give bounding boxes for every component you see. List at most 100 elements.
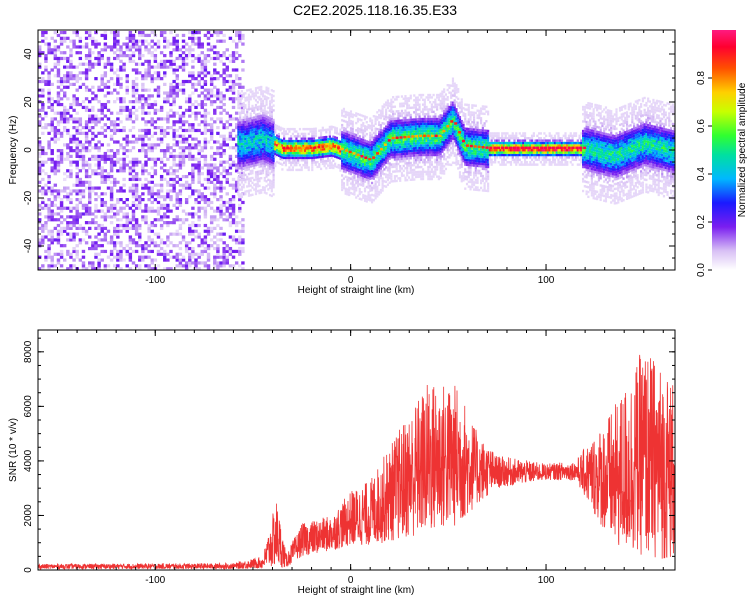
heatmap-cell <box>376 118 379 121</box>
heatmap-cell <box>191 42 195 46</box>
heatmap-cell <box>341 157 344 160</box>
heatmap-cell <box>258 98 261 101</box>
heatmap-cell <box>237 104 240 107</box>
heatmap-cell <box>381 146 384 149</box>
heatmap-cell <box>240 159 244 162</box>
heatmap-cell <box>346 140 349 143</box>
heatmap-cell <box>100 198 104 202</box>
heatmap-cell <box>84 241 89 245</box>
heatmap-cell <box>91 91 95 95</box>
heatmap-cell <box>360 123 363 127</box>
heatmap-cell <box>228 212 233 216</box>
heatmap-cell <box>406 169 409 172</box>
heatmap-cell <box>75 198 79 202</box>
heatmap-cell <box>231 238 236 242</box>
heatmap-cell <box>314 149 317 152</box>
heatmap-cell <box>188 186 192 190</box>
heatmap-cell <box>134 203 139 207</box>
heatmap-cell <box>116 160 120 164</box>
heatmap-cell <box>134 77 139 81</box>
heatmap-cell <box>242 123 245 126</box>
heatmap-cell <box>225 169 229 173</box>
heatmap-cell <box>247 122 251 125</box>
heatmap-cell <box>159 215 164 219</box>
heatmap-cell <box>163 97 167 101</box>
heatmap-cell <box>94 246 98 251</box>
heatmap-cell <box>184 183 189 187</box>
heatmap-cell <box>169 126 173 130</box>
heatmap-cell <box>63 226 67 230</box>
heatmap-cell <box>393 170 397 173</box>
heatmap-cell <box>234 51 239 55</box>
heatmap-cell <box>253 106 256 110</box>
heatmap-cell <box>267 97 270 100</box>
heatmap-cell <box>344 130 347 133</box>
heatmap-cell <box>125 105 129 110</box>
heatmap-cell <box>414 113 418 116</box>
heatmap-cell <box>253 135 256 138</box>
heatmap-cell <box>228 79 233 84</box>
heatmap-cell <box>311 151 314 155</box>
heatmap-cell <box>323 148 326 151</box>
heatmap-cell <box>388 164 391 168</box>
heatmap-cell <box>251 176 254 180</box>
heatmap-cell <box>353 174 356 177</box>
heatmap-cell <box>200 71 204 75</box>
heatmap-cell <box>335 153 338 157</box>
heatmap-cell <box>370 140 374 144</box>
heatmap-cell <box>47 177 51 182</box>
heatmap-cell <box>288 137 291 140</box>
heatmap-cell <box>213 120 217 124</box>
heatmap-cell <box>328 140 331 143</box>
heatmap-cell <box>100 174 104 179</box>
heatmap-cell <box>166 169 170 173</box>
heatmap-cell <box>44 151 48 156</box>
heatmap-cell <box>175 77 179 81</box>
heatmap-cell <box>265 168 268 171</box>
heatmap-cell <box>385 154 388 157</box>
heatmap-cell <box>374 149 377 152</box>
heatmap-cell <box>106 91 111 95</box>
heatmap-cell <box>231 100 236 104</box>
heatmap-cell <box>263 114 266 117</box>
heatmap-cell <box>72 232 76 236</box>
heatmap-cell <box>237 193 240 196</box>
heatmap-cell <box>316 160 319 164</box>
heatmap-cell <box>304 142 307 145</box>
heatmap-cell <box>169 114 173 118</box>
heatmap-cell <box>253 92 256 95</box>
heatmap-cell <box>244 123 247 126</box>
heatmap-cell <box>209 45 214 49</box>
heatmap-cell <box>339 166 342 170</box>
heatmap-cell <box>397 124 400 127</box>
heatmap-cell <box>169 249 173 254</box>
heatmap-cell <box>41 94 45 98</box>
heatmap-cell <box>279 138 282 141</box>
heatmap-cell <box>75 163 79 167</box>
heatmap-cell <box>307 151 310 155</box>
heatmap-cell <box>119 241 123 245</box>
heatmap-cell <box>153 111 158 115</box>
heatmap-cell <box>163 195 167 199</box>
heatmap-cell <box>244 120 247 124</box>
heatmap-cell <box>156 218 161 222</box>
heatmap-cell <box>163 212 167 216</box>
heatmap-cell <box>272 138 275 141</box>
heatmap-cell <box>360 143 363 146</box>
heatmap-cell <box>270 161 273 164</box>
heatmap-cell <box>150 79 154 84</box>
heatmap-cell <box>131 88 136 92</box>
heatmap-cell <box>156 157 161 161</box>
heatmap-cell <box>291 168 295 172</box>
heatmap-cell <box>119 111 123 115</box>
heatmap-cell <box>237 142 240 146</box>
heatmap-cell <box>153 71 158 75</box>
heatmap-cell <box>351 154 354 157</box>
heatmap-cell <box>128 149 133 153</box>
heatmap-cell <box>209 117 214 121</box>
heatmap-cell <box>360 119 363 122</box>
heatmap-cell <box>116 123 120 127</box>
heatmap-cell <box>344 187 347 191</box>
heatmap-cell <box>253 140 256 143</box>
heatmap-cell <box>297 135 300 138</box>
